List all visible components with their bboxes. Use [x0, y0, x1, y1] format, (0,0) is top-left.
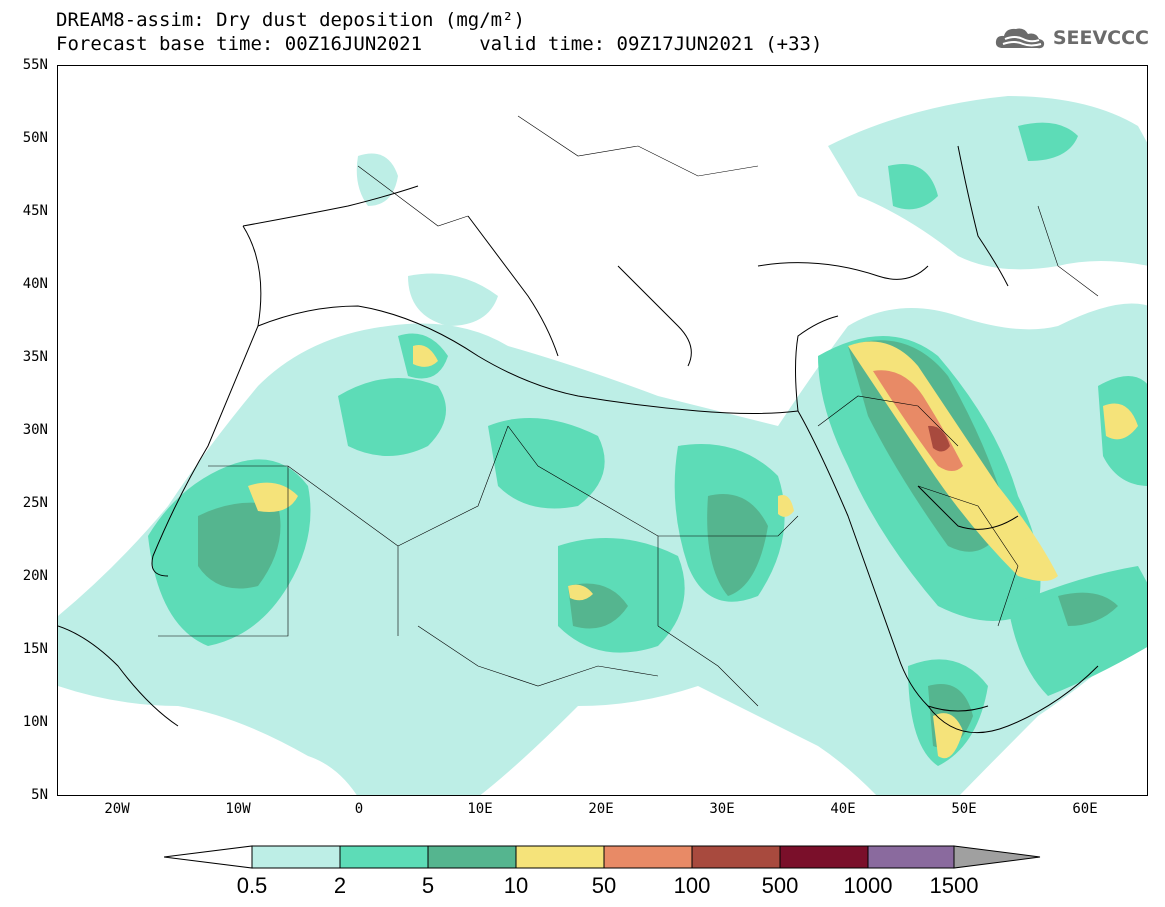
colorbar-svg [163, 845, 1041, 869]
colorbar-label: 10 [503, 873, 529, 898]
colorbar-bin [427, 845, 517, 869]
country-borders [158, 115, 1099, 707]
colorbar-bin [339, 845, 429, 869]
lat-label: 40N [22, 276, 48, 292]
lat-label: 30N [22, 422, 48, 438]
colorbar-label: 1500 [929, 873, 979, 898]
lon-label: 60E [1072, 801, 1098, 817]
colorbar-label: 50 [591, 873, 617, 898]
lat-label: 20N [22, 568, 48, 584]
logo-text: SEEVCCC [1052, 27, 1149, 49]
lat-label: 5N [31, 787, 48, 803]
colorbar-label: 1000 [843, 873, 893, 898]
cloud-logo-icon [995, 28, 1044, 49]
map-svg [58, 96, 1147, 795]
colorbar-label: 100 [673, 873, 711, 898]
colorbar-label: 5 [421, 873, 435, 898]
lat-label: 45N [22, 203, 48, 219]
lon-label: 10E [467, 801, 493, 817]
seevccc-logo: SEEVCCC [993, 24, 1149, 52]
colorbar-bin [779, 845, 869, 869]
colorbar-bin [867, 845, 955, 869]
lon-label: 40E [830, 801, 856, 817]
colorbar-high-arrow [953, 845, 1041, 869]
coastlines [58, 145, 1099, 734]
lon-label: 20E [588, 801, 614, 817]
colorbar-bin [603, 845, 693, 869]
colorbar-bin [251, 845, 341, 869]
lat-label: 10N [22, 714, 48, 730]
lat-label: 25N [22, 495, 48, 511]
colorbar-label: 500 [761, 873, 799, 898]
lat-label: 15N [22, 641, 48, 657]
colorbar-bin [515, 845, 605, 869]
colorbar-low-arrow [163, 845, 253, 869]
forecast-time-subtitle: Forecast base time: 00Z16JUN2021 valid t… [56, 33, 823, 55]
colorbar-label: 2 [333, 873, 347, 898]
colorbar [163, 845, 1042, 879]
lat-label: 55N [22, 57, 48, 73]
lat-label: 50N [22, 130, 48, 146]
lon-label: 50E [951, 801, 977, 817]
lon-label: 0 [354, 801, 364, 817]
map-title: DREAM8-assim: Dry dust deposition (mg/m²… [56, 9, 525, 31]
lat-label: 35N [22, 349, 48, 365]
lon-label: 30E [709, 801, 735, 817]
dust-deposition-map [57, 65, 1148, 796]
colorbar-bin [691, 845, 781, 869]
lon-label: 20W [104, 801, 130, 817]
lon-label: 10W [225, 801, 251, 817]
dust-field-100-500 [928, 425, 950, 452]
colorbar-label: 0.5 [236, 873, 268, 898]
